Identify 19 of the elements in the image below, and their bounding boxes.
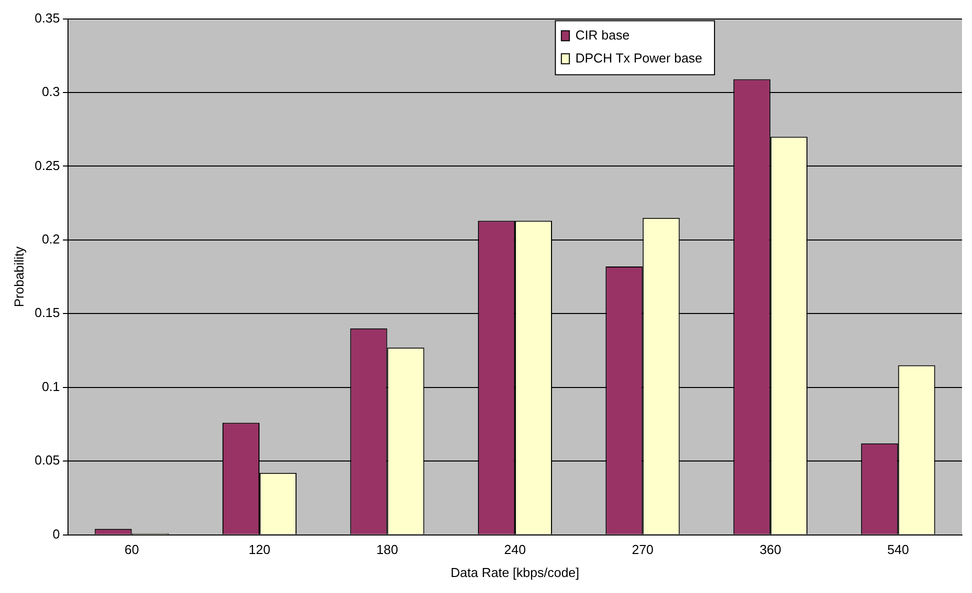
x-tick-label: 270 [632,542,654,558]
y-tick-label: 0.35 [34,10,60,26]
x-tick-label: 180 [376,542,398,558]
y-tick-label: 0 [52,526,60,542]
legend-label: CIR base [575,27,630,42]
x-tick-label: 120 [248,542,270,558]
y-axis-title: Probability [11,246,26,308]
y-tick-label: 0.05 [34,452,60,468]
x-tick-label: 240 [504,542,526,558]
y-tick-label: 0.1 [42,378,60,394]
y-tick-label: 0.3 [42,84,60,100]
y-tick-label: 0.25 [34,158,60,173]
x-axis-title: Data Rate [kbps/code] [450,564,580,580]
y-tick-label: 0.2 [42,232,60,247]
x-tick-label: 360 [760,542,782,558]
y-tick-label: 0.15 [34,305,60,320]
legend-label: DPCH Tx Power base [575,50,702,66]
x-tick-label: 540 [887,542,909,558]
x-tick-label: 60 [124,542,139,558]
